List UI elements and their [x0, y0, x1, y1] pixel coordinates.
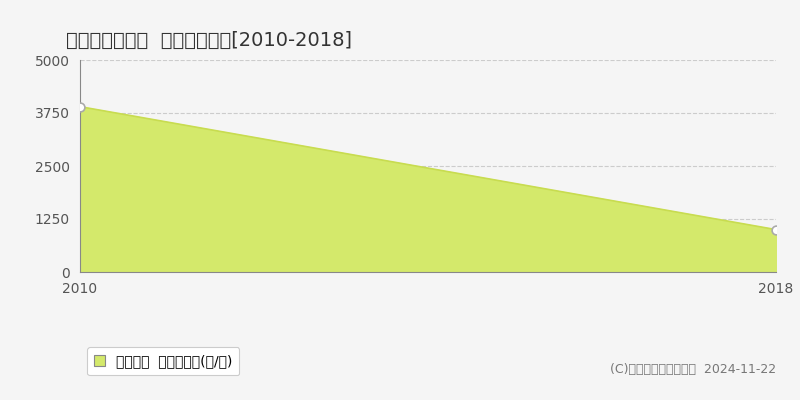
- Point: [74, 104, 86, 110]
- Point: [770, 226, 782, 233]
- Text: (C)土地価格ドットコム  2024-11-22: (C)土地価格ドットコム 2024-11-22: [610, 363, 776, 376]
- Legend: 農地価格  平均嵪単価(円/嵪): 農地価格 平均嵪単価(円/嵪): [87, 348, 239, 375]
- Text: 都郡郡郡町漆塚  農地価格推移[2010-2018]: 都郡郡郡町漆塚 農地価格推移[2010-2018]: [66, 31, 352, 50]
